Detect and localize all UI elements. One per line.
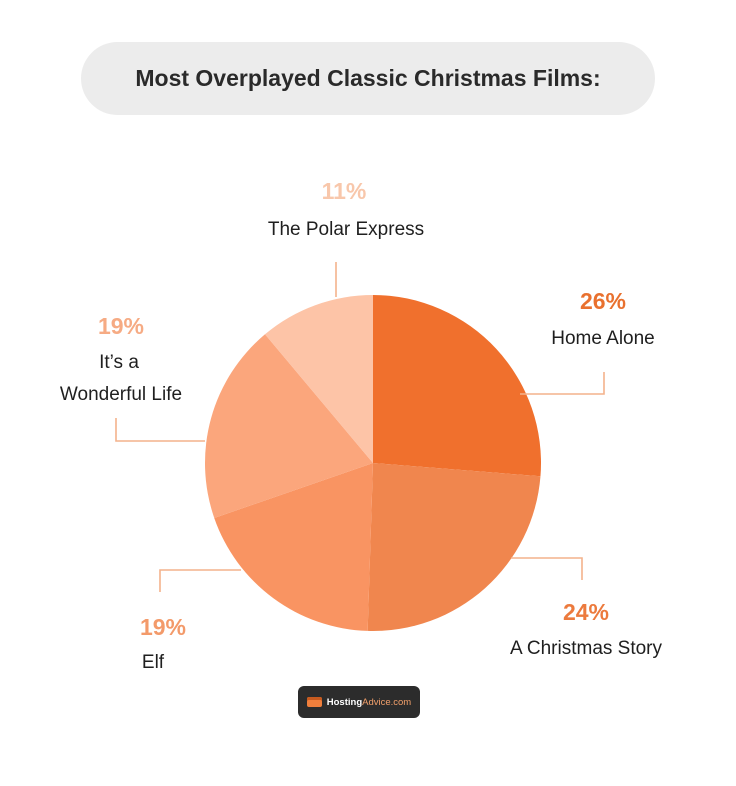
pie-slices — [204, 295, 541, 632]
percent-label-elf: 19% — [140, 614, 186, 640]
category-label-home-alone: Home Alone — [551, 328, 655, 349]
hostingadvice-logo: HostingAdvice.com — [298, 686, 420, 718]
pie-slice-it-s-a-wonderful-life — [204, 334, 373, 518]
percent-label-it-s-a-wonderful-life: 19% — [98, 313, 144, 339]
pie-slice-a-christmas-story — [367, 463, 541, 632]
category-label-it-s-a-wonderful-life: Wonderful Life — [60, 384, 182, 405]
pie-slice-home-alone — [373, 295, 541, 477]
percent-label-the-polar-express: 11% — [322, 178, 367, 204]
category-label-a-christmas-story: A Christmas Story — [510, 638, 663, 659]
pie-slice-the-polar-express — [265, 295, 373, 463]
logo-text: HostingAdvice.com — [326, 696, 412, 708]
category-label-elf: Elf — [142, 652, 165, 673]
slice-labels: 26% Home Alone 24% A Christmas Story 19% Elf 1… — [60, 178, 663, 673]
category-label-it-s-a-wonderful-life: It’s a — [99, 352, 139, 373]
hosting-box-icon — [306, 697, 322, 707]
leader-line-it-s-a-wonderful-life — [115, 418, 205, 442]
category-label-the-polar-express: The Polar Express — [268, 219, 424, 240]
leader-line-a-christmas-story — [511, 557, 583, 580]
pie-slice-elf — [214, 463, 373, 631]
percent-label-a-christmas-story: 24% — [563, 599, 609, 625]
leader-lines — [115, 262, 605, 592]
title-banner: Most Overplayed Classic Christmas Films: — [81, 42, 655, 115]
leader-line-home-alone — [520, 372, 605, 395]
chart-title: Most Overplayed Classic Christmas Films: — [135, 65, 601, 91]
percent-label-home-alone: 26% — [580, 288, 626, 314]
leader-line-elf — [159, 569, 241, 592]
